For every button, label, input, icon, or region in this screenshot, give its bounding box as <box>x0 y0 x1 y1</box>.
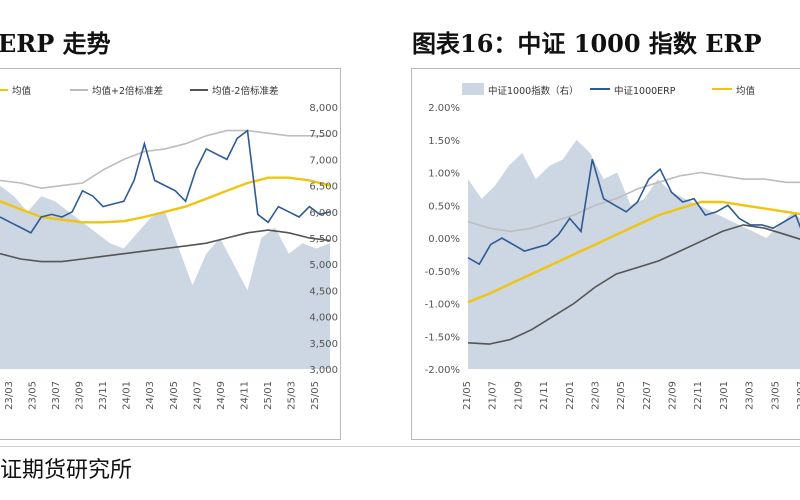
x-tick-label: 24/01 <box>122 381 133 410</box>
x-tick-label: 23/05 <box>770 381 781 410</box>
y-tick-label: 2.00% <box>428 103 460 114</box>
lower-band-line <box>467 224 800 345</box>
x-tick-label: 21/07 <box>488 381 499 410</box>
index-area <box>468 139 800 369</box>
y-tick-label: -1.00% <box>425 300 460 311</box>
right-chart-svg: 中证1000指数（右） 中证1000ERP 均值 2.00% 1.50% 1.00% 0.5… <box>425 83 800 410</box>
y-tick-label: 0.50% <box>428 201 460 212</box>
x-tick-label: 23/05 <box>28 381 39 410</box>
x-tick-label: 24/03 <box>145 381 156 410</box>
footer-source: 证期货研究所 <box>0 458 133 483</box>
lower-band-line <box>0 229 331 263</box>
upper-band-line <box>0 129 330 190</box>
legend-swatch <box>462 83 484 95</box>
y-tick-label: 6,000 <box>309 208 338 219</box>
x-tick-label: 24/07 <box>192 381 203 410</box>
x-tick-label: 23/03 <box>4 381 15 410</box>
x-tick-label: 23/03 <box>745 381 756 410</box>
legend-label: 均值 <box>736 85 756 97</box>
x-tick-label: 22/03 <box>590 381 601 410</box>
y-tick-label: 7,500 <box>309 129 338 140</box>
legend-label: 中证1000指数（右） <box>488 85 579 97</box>
y-tick-label: 7,000 <box>309 155 338 166</box>
x-tick-label: 23/11 <box>98 381 109 410</box>
y-tick-label: 0.00% <box>428 234 460 245</box>
y-tick-label: 8,000 <box>309 103 338 114</box>
x-tick-label: 24/05 <box>169 381 180 410</box>
left-chart-svg: 均值 均值+2倍标准差 均值-2倍标准差 8,000 7,500 7,000 6,500 6,… <box>0 85 338 410</box>
left-chart: 均值 均值+2倍标准差 均值-2倍标准差 8,000 7,500 7,000 6,500 6,… <box>0 68 341 440</box>
x-tick-label: 23/07 <box>51 381 62 410</box>
x-tick-label: 25/03 <box>286 381 297 410</box>
x-tick-label: 22/11 <box>693 381 704 410</box>
y-tick-label: -0.50% <box>425 267 460 278</box>
y-tick-label: 5,500 <box>309 234 338 245</box>
x-tick-label: 22/01 <box>565 381 576 410</box>
x-tick-label: 22/07 <box>642 381 653 410</box>
x-tick-label: 23/09 <box>75 381 86 410</box>
mean-line <box>467 200 800 304</box>
x-tick-label: 22/09 <box>668 381 679 410</box>
y-tick-label: 4,500 <box>309 286 338 297</box>
legend-label: 均值 <box>12 85 32 97</box>
y-tick-label: 1.00% <box>428 169 460 180</box>
legend-label: 均值+2倍标准差 <box>92 85 163 97</box>
x-tick-label: 25/01 <box>263 381 274 410</box>
right-chart: 中证1000指数（右） 中证1000ERP 均值 2.00% 1.50% 1.00% 0.5… <box>411 68 800 440</box>
x-tick-label: 24/09 <box>216 381 227 410</box>
y-tick-label: 3,500 <box>309 339 338 350</box>
y-tick-label: 5,000 <box>309 260 338 271</box>
y-tick-label: 4,000 <box>309 313 338 324</box>
x-tick-label: 23/01 <box>719 381 730 410</box>
y-tick-label: -2.00% <box>425 365 460 376</box>
x-tick-label: 25/05 <box>310 381 321 410</box>
mean-line <box>0 176 331 224</box>
right-chart-title: 图表16：中证 1000 指数 ERP <box>412 29 762 58</box>
legend-label: 中证1000ERP <box>614 85 676 97</box>
left-chart-title: ERP 走势 <box>0 29 111 58</box>
x-tick-label: 21/09 <box>513 381 524 410</box>
erp-line <box>467 159 800 266</box>
upper-band-line <box>467 171 800 233</box>
index-area <box>0 185 330 369</box>
x-tick-label: 21/11 <box>539 381 550 410</box>
erp-line <box>0 129 331 234</box>
y-tick-label: -1.50% <box>425 332 460 343</box>
y-tick-label: 1.50% <box>428 136 460 147</box>
x-tick-label: 24/11 <box>239 381 250 410</box>
y-tick-label: 6,500 <box>309 182 338 193</box>
legend-label: 均值-2倍标准差 <box>212 85 278 97</box>
y-tick-label: 3,000 <box>309 365 338 376</box>
x-tick-label: 21/05 <box>462 381 473 410</box>
x-tick-label: 22/05 <box>616 381 627 410</box>
footer-divider <box>0 446 800 447</box>
x-tick-label: 23/07 <box>796 381 800 410</box>
